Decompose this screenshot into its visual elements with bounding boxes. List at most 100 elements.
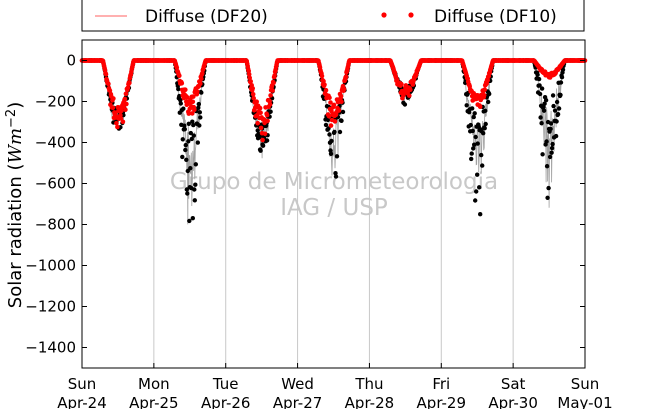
global-point-195: [177, 93, 182, 99]
global-point-222: [190, 216, 195, 221]
x-tick-date-3: Apr-27: [273, 394, 323, 409]
df10-point-658: [408, 87, 413, 92]
global-point-814: [486, 99, 491, 105]
global-point-224: [191, 133, 196, 138]
df10-point-384: [271, 80, 276, 86]
df10-point-239: [199, 76, 204, 81]
global-point-945: [551, 103, 556, 109]
y-axis-label-text: Solar radiation (: [5, 164, 26, 309]
df10-point-498: [328, 100, 333, 105]
global-point-207: [183, 147, 188, 153]
y-tick-label-6: −1200: [25, 298, 76, 316]
df10-point-87: [123, 107, 128, 112]
global-point-798: [478, 212, 483, 217]
df10-point-386: [272, 73, 277, 78]
global-point-950: [553, 133, 559, 139]
x-tick-date-1: Apr-25: [129, 394, 179, 409]
df10-point-221: [190, 111, 195, 116]
global-point-221: [190, 119, 195, 124]
y-axis-label-close: ): [5, 102, 26, 109]
df10-point-813: [485, 78, 491, 83]
global-point-918: [537, 91, 543, 97]
global-point-214: [186, 121, 191, 127]
df10-point-338: [248, 79, 253, 84]
global-point-226: [192, 198, 197, 203]
df10-point-505: [331, 102, 337, 108]
df10-point-519: [338, 94, 344, 99]
global-point-771: [464, 103, 469, 108]
global-point-220: [189, 136, 194, 142]
x-tick-day-7: Sun: [571, 375, 600, 393]
df10-point-489: [323, 87, 329, 93]
df10-point-334: [246, 68, 251, 74]
global-point-927: [542, 101, 547, 106]
global-point-647: [402, 102, 408, 107]
global-point-523: [340, 109, 346, 115]
df10-point-382: [270, 88, 275, 93]
global-point-956: [556, 106, 562, 111]
y-axis-label-exp: −2: [4, 109, 19, 128]
plot-frame: [81, 39, 586, 369]
global-point-916: [536, 76, 542, 82]
global-point-807: [482, 126, 487, 131]
df10-point-515: [336, 108, 342, 113]
global-point-922: [539, 86, 545, 91]
df10-point-357: [257, 105, 263, 111]
legend-df10-label: Diffuse (DF10): [434, 7, 557, 27]
df10-point-807: [482, 87, 488, 92]
global-point-942: [549, 145, 555, 151]
global-point-363: [260, 143, 266, 148]
global-point-209: [184, 157, 189, 162]
global-point-948: [552, 108, 558, 113]
global-point-780: [469, 156, 474, 162]
global-point-933: [545, 195, 550, 200]
watermark-line-2: IAG / USP: [280, 195, 388, 221]
y-axis: 0 −200 −400 −600 −800 −1000 −1200 −1400: [25, 52, 585, 357]
x-tick-date-4: Apr-28: [345, 394, 395, 409]
global-point-943: [550, 141, 555, 147]
df10-point-500: [329, 108, 334, 114]
global-point-500: [329, 138, 334, 144]
global-point-935: [546, 185, 551, 191]
df10-point-214: [186, 111, 192, 116]
vertical-grid: [153, 40, 514, 368]
df10-point-640: [399, 81, 404, 87]
legend-frame: [81, 0, 585, 32]
df10-point-336: [247, 75, 252, 81]
global-point-800: [479, 152, 484, 158]
x-tick-day-3: Wed: [281, 375, 314, 393]
df10-point-200: [179, 81, 185, 86]
global-point-202: [180, 137, 185, 142]
df10-point-484: [321, 78, 326, 84]
global-point-205: [182, 123, 187, 128]
df10-point-231: [195, 89, 200, 94]
df10-point-195: [177, 73, 182, 79]
df10-point-644: [401, 93, 406, 98]
y-tick-label-4: −800: [35, 216, 76, 234]
y-tick-label-1: −200: [35, 93, 76, 111]
global-point-520: [339, 118, 344, 124]
global-point-352: [255, 128, 260, 133]
global-point-790: [474, 189, 479, 194]
global-point-919: [538, 115, 543, 120]
global-point-923: [540, 152, 545, 157]
df10-point-342: [250, 86, 255, 91]
global-point-782: [470, 106, 475, 111]
df10-point-359: [258, 125, 264, 131]
global-point-930: [543, 98, 549, 103]
global-point-223: [191, 122, 196, 128]
df10-point-95: [127, 80, 132, 86]
legend-df10-marker-1: [381, 12, 387, 18]
legend-df10-marker-2: [408, 12, 414, 18]
df10-point-211: [185, 95, 190, 100]
global-point-509: [333, 174, 339, 179]
df10-point-529: [343, 74, 349, 79]
legend: Diffuse (DF20) Diffuse (DF10): [81, 0, 585, 32]
global-point-786: [472, 142, 477, 147]
df10-point-82: [120, 119, 126, 125]
global-point-804: [481, 131, 486, 136]
x-tick-day-4: Thu: [354, 375, 383, 393]
df10-point-225: [192, 107, 197, 113]
x-tick-day-2: Tue: [212, 375, 239, 393]
